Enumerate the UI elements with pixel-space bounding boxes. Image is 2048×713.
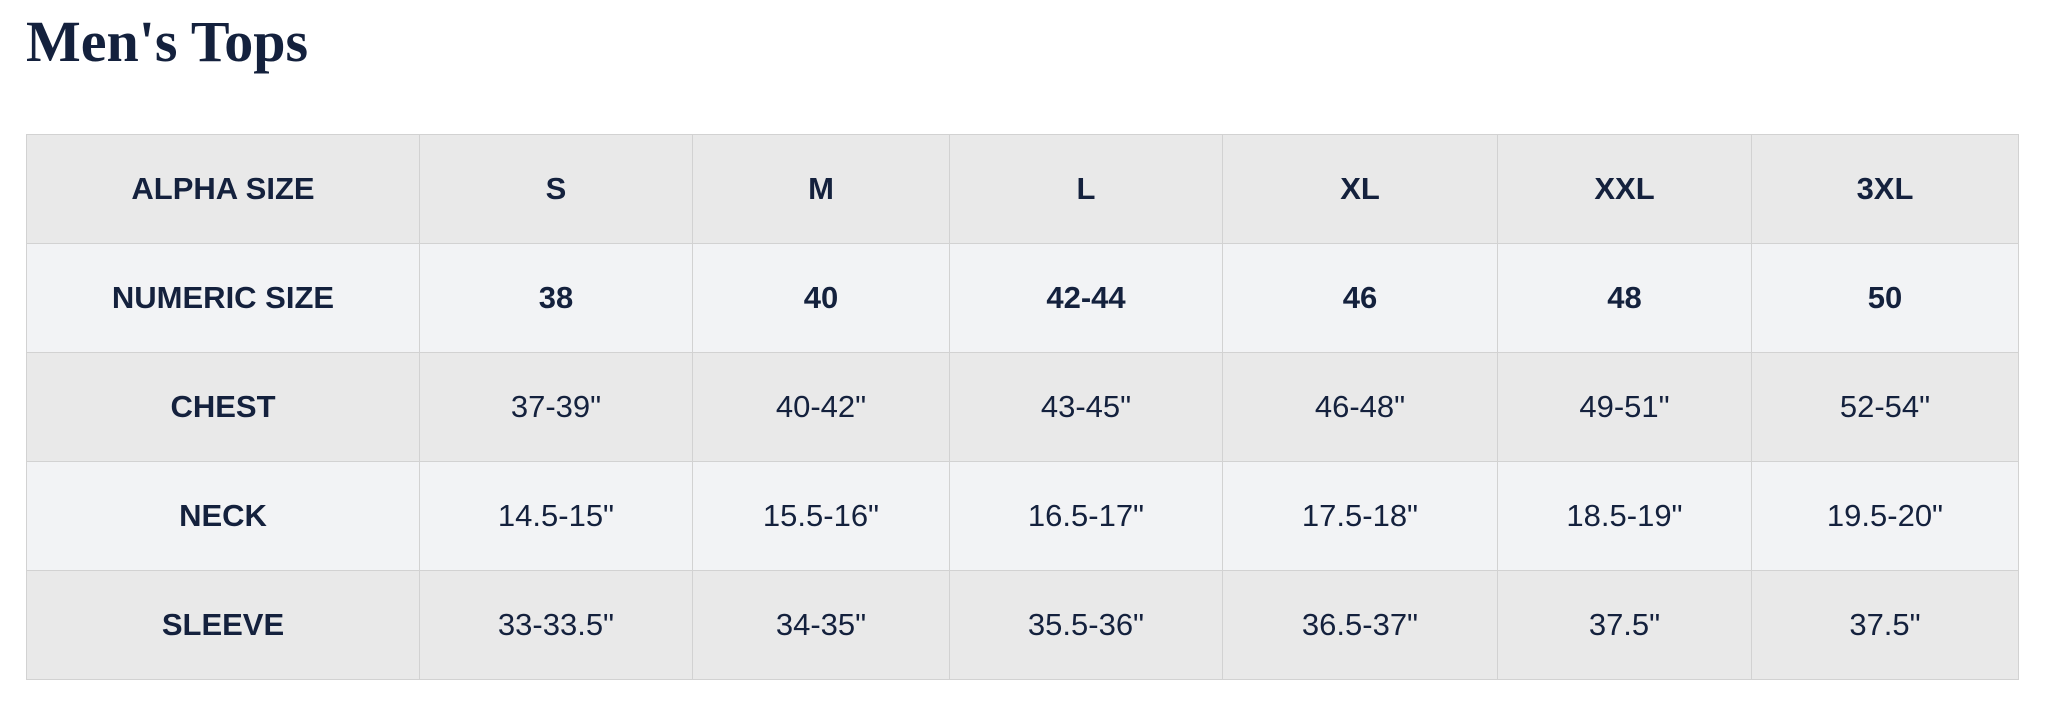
table-cell: 50 — [1751, 243, 2019, 353]
table-cell: 46 — [1222, 243, 1498, 353]
table-row-sleeve: SLEEVE 33-33.5" 34-35" 35.5-36" 36.5-37" 37.5… — [26, 570, 2019, 680]
table-cell: 38 — [419, 243, 693, 353]
table-row-alpha-size: ALPHA SIZE S M L XL XXL 3XL — [26, 134, 2019, 244]
table-cell: 42-44 — [949, 243, 1223, 353]
table-cell: M — [692, 134, 950, 244]
table-cell: 37-39" — [419, 352, 693, 462]
table-cell: 17.5-18" — [1222, 461, 1498, 571]
table-cell: 14.5-15" — [419, 461, 693, 571]
table-cell: 16.5-17" — [949, 461, 1223, 571]
row-label: NUMERIC SIZE — [26, 243, 420, 353]
table-cell: 36.5-37" — [1222, 570, 1498, 680]
table-cell: 15.5-16" — [692, 461, 950, 571]
row-label: SLEEVE — [26, 570, 420, 680]
table-row-chest: CHEST 37-39" 40-42" 43-45" 46-48" 49-51" 52-54… — [26, 352, 2019, 462]
table-cell: 3XL — [1751, 134, 2019, 244]
table-cell: 18.5-19" — [1497, 461, 1752, 571]
table-cell: 37.5" — [1497, 570, 1752, 680]
table-cell: 40-42" — [692, 352, 950, 462]
page-title: Men's Tops — [26, 9, 309, 74]
table-row-numeric-size: NUMERIC SIZE 38 40 42-44 46 48 50 — [26, 243, 2019, 353]
row-label: CHEST — [26, 352, 420, 462]
row-label: NECK — [26, 461, 420, 571]
table-row-neck: NECK 14.5-15" 15.5-16" 16.5-17" 17.5-18" 18.5… — [26, 461, 2019, 571]
table-cell: 19.5-20" — [1751, 461, 2019, 571]
table-cell: 34-35" — [692, 570, 950, 680]
table-cell: 33-33.5" — [419, 570, 693, 680]
table-cell: XL — [1222, 134, 1498, 244]
table-cell: 35.5-36" — [949, 570, 1223, 680]
table-cell: 37.5" — [1751, 570, 2019, 680]
table-cell: 52-54" — [1751, 352, 2019, 462]
table-cell: 46-48" — [1222, 352, 1498, 462]
table-cell: 48 — [1497, 243, 1752, 353]
table-cell: S — [419, 134, 693, 244]
table-cell: XXL — [1497, 134, 1752, 244]
size-chart-table: ALPHA SIZE S M L XL XXL 3XL NUMERIC SIZE 38 40 42-… — [26, 134, 2019, 680]
row-label: ALPHA SIZE — [26, 134, 420, 244]
table-cell: 49-51" — [1497, 352, 1752, 462]
table-cell: L — [949, 134, 1223, 244]
table-cell: 43-45" — [949, 352, 1223, 462]
table-cell: 40 — [692, 243, 950, 353]
